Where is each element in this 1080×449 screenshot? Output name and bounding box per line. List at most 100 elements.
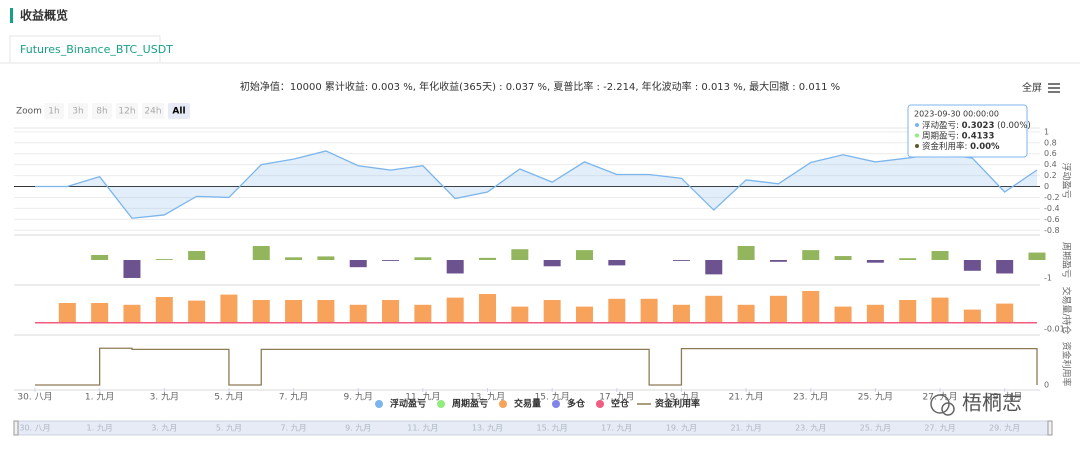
bar (737, 245, 755, 260)
legend-symbol[interactable] (552, 400, 560, 408)
bar (899, 258, 917, 260)
bar (640, 298, 658, 323)
nav-label: 25. 九月 (860, 424, 891, 433)
bar (123, 260, 141, 278)
legend-symbol[interactable] (499, 400, 507, 408)
menu-icon[interactable] (1048, 83, 1060, 93)
x-tick-label: 27. 九月 (922, 392, 957, 403)
bar (511, 306, 529, 323)
nav-label: 1. 九月 (87, 424, 113, 433)
tooltip-bullet (915, 133, 919, 138)
area (35, 150, 1037, 219)
zoom-button-label[interactable]: 8h (96, 107, 107, 117)
zoom-button-label[interactable]: 1h (48, 107, 59, 117)
bar (414, 257, 432, 260)
tooltip-text: (0.00%) (994, 121, 1030, 131)
zoom-button[interactable] (142, 103, 164, 119)
bar (834, 306, 852, 323)
fullscreen[interactable]: 全屏 (1022, 81, 1042, 94)
tooltip-row: 浮动盈亏: 0.3023 (0.00%) (922, 120, 1031, 131)
bar (91, 254, 109, 260)
bar (608, 298, 626, 323)
legend-label[interactable]: 周期盈亏 (452, 398, 488, 410)
y-tick-label: -0.01 (1044, 324, 1065, 333)
legend-label[interactable]: 空仓 (611, 398, 630, 410)
tooltip-text: 0.4133 (962, 131, 995, 141)
nav-handle[interactable] (13, 420, 19, 436)
legend-label[interactable]: 浮动盈亏 (390, 398, 426, 410)
y-tick-label: -0.4 (1044, 204, 1060, 213)
nav-label: 13. 九月 (472, 424, 503, 433)
bar (705, 295, 723, 323)
legend-symbol[interactable] (375, 400, 383, 408)
y-tick-label: 0.6 (1044, 149, 1057, 158)
bar (769, 295, 787, 323)
bar (802, 250, 820, 260)
bar (285, 257, 303, 260)
nav-label: 30. 八月 (19, 424, 50, 433)
bar (155, 259, 173, 260)
legend-label[interactable]: 资金利用率 (655, 398, 700, 410)
bar (996, 303, 1014, 323)
tooltip-text: 浮动盈亏: (922, 120, 962, 131)
bar (317, 256, 335, 260)
axis-title: 周期盈亏 (1061, 242, 1072, 278)
legend-symbol[interactable] (437, 400, 445, 408)
zoom-button-label[interactable]: 12h (118, 107, 135, 117)
tab-label[interactable]: Futures_Binance_BTC_USDT (20, 43, 173, 56)
tooltip-row: 周期盈亏: 0.4133 (922, 131, 994, 141)
y-tick-label: 0.8 (1044, 138, 1057, 147)
tooltip (907, 104, 1028, 158)
title-bar (10, 8, 13, 23)
zoom-button[interactable] (44, 103, 64, 119)
zoom-button[interactable] (68, 103, 88, 119)
zoom-button[interactable] (168, 103, 190, 119)
bar (252, 300, 270, 323)
bar (996, 260, 1014, 274)
bar (317, 300, 335, 323)
bar (899, 300, 917, 323)
tooltip-row: 资金利用率: 0.00% (922, 141, 1000, 152)
tooltip-text: 资金利用率: (922, 141, 970, 152)
nav-label: 15. 九月 (537, 424, 568, 433)
legend-symbol[interactable] (596, 400, 604, 408)
bar (834, 256, 852, 260)
bar (188, 300, 206, 323)
tab-box[interactable] (9, 35, 161, 64)
y-tick-label: -0.2 (1044, 193, 1060, 202)
zoom-button-label[interactable]: 3h (72, 107, 83, 117)
bar (188, 251, 206, 260)
nav-label: 27. 九月 (924, 424, 955, 433)
x-tick-label: 23. 九月 (793, 392, 828, 403)
summary: 初始净值：10000 累计收益: 0.003 %, 年化收益(365天) : 0… (240, 80, 840, 93)
x-tick-label: 9. 九月 (343, 392, 372, 403)
x-tick-label: 29. 九月 (987, 392, 1022, 403)
bar (931, 251, 949, 260)
tooltip-text: 0.00% (970, 142, 1000, 152)
zoom-button[interactable] (116, 103, 138, 119)
bar (349, 260, 367, 268)
bar (963, 309, 981, 323)
nav-handle[interactable] (1047, 420, 1053, 436)
legend-label[interactable]: 交易量 (514, 398, 541, 410)
bar (802, 291, 820, 323)
watermark-text: 梧桐志 (962, 391, 1022, 415)
zoom-button-label[interactable]: All (172, 107, 185, 117)
bar (672, 304, 690, 323)
legend-label[interactable]: 多仓 (567, 398, 586, 410)
x-tick-label: 1. 九月 (85, 392, 114, 403)
zoom-button[interactable] (92, 103, 112, 119)
bar (672, 260, 690, 261)
bar (382, 300, 400, 323)
bar (543, 300, 561, 323)
step-line (35, 347, 1038, 386)
bar (252, 245, 270, 260)
y-tick-label: 0.4 (1044, 160, 1057, 169)
bar (479, 257, 497, 260)
bar (769, 260, 787, 262)
bar (931, 297, 949, 323)
bar (155, 297, 173, 323)
zoom-button-label[interactable]: 24h (144, 107, 161, 117)
page-title: 收益概览 (20, 8, 68, 23)
bar (575, 250, 593, 260)
